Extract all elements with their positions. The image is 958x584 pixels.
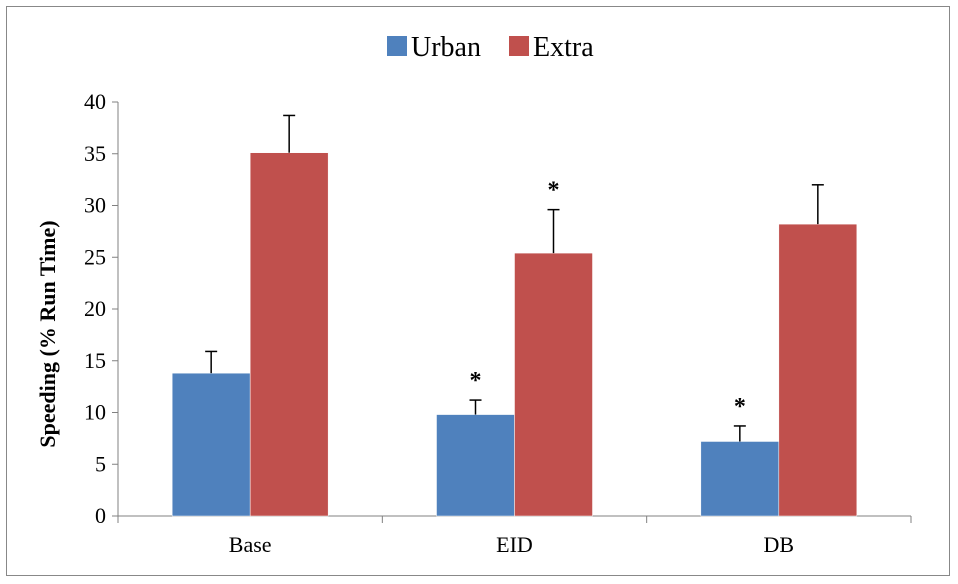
chart-frame: Urban Extra Speeding (% Run Time) 0 5 10 15 2… bbox=[6, 6, 950, 576]
y-tick-label: 0 bbox=[95, 503, 106, 528]
y-axis-label: Speeding (% Run Time) bbox=[35, 220, 60, 447]
bars-group bbox=[171, 152, 858, 517]
bar-extra-db bbox=[778, 223, 858, 517]
y-tick-label: 20 bbox=[84, 296, 106, 321]
legend-label-extra: Extra bbox=[533, 32, 594, 63]
legend-swatch-extra bbox=[509, 36, 529, 56]
significance-marker: * bbox=[734, 394, 746, 420]
significance-markers: * * * bbox=[470, 178, 746, 420]
y-axis: 0 5 10 15 20 25 30 35 40 bbox=[84, 89, 119, 528]
x-category-label: Base bbox=[229, 532, 272, 557]
significance-marker: * bbox=[470, 368, 482, 394]
y-tick-label: 25 bbox=[84, 244, 106, 269]
x-category-label: DB bbox=[764, 532, 795, 557]
y-tick-label: 30 bbox=[84, 193, 106, 218]
significance-marker: * bbox=[548, 178, 560, 204]
y-tick-label: 35 bbox=[84, 141, 106, 166]
y-tick-label: 15 bbox=[84, 348, 106, 373]
y-tick-label: 5 bbox=[95, 451, 106, 476]
bar-urban-db bbox=[700, 441, 780, 517]
error-bars-group bbox=[205, 114, 824, 442]
legend-label-urban: Urban bbox=[411, 32, 481, 63]
bar-urban-eid bbox=[436, 414, 515, 517]
bar-extra-base bbox=[249, 152, 329, 517]
x-category-label: EID bbox=[496, 532, 533, 557]
y-tick-label: 40 bbox=[84, 89, 106, 114]
chart-legend: Urban Extra bbox=[387, 32, 594, 63]
bar-chart: Urban Extra Speeding (% Run Time) 0 5 10 15 2… bbox=[35, 32, 912, 557]
legend-swatch-urban bbox=[387, 36, 407, 56]
bar-extra-eid bbox=[514, 252, 593, 517]
bar-urban-base bbox=[171, 372, 251, 517]
y-tick-label: 10 bbox=[84, 400, 106, 425]
x-axis: Base EID DB bbox=[117, 515, 912, 557]
